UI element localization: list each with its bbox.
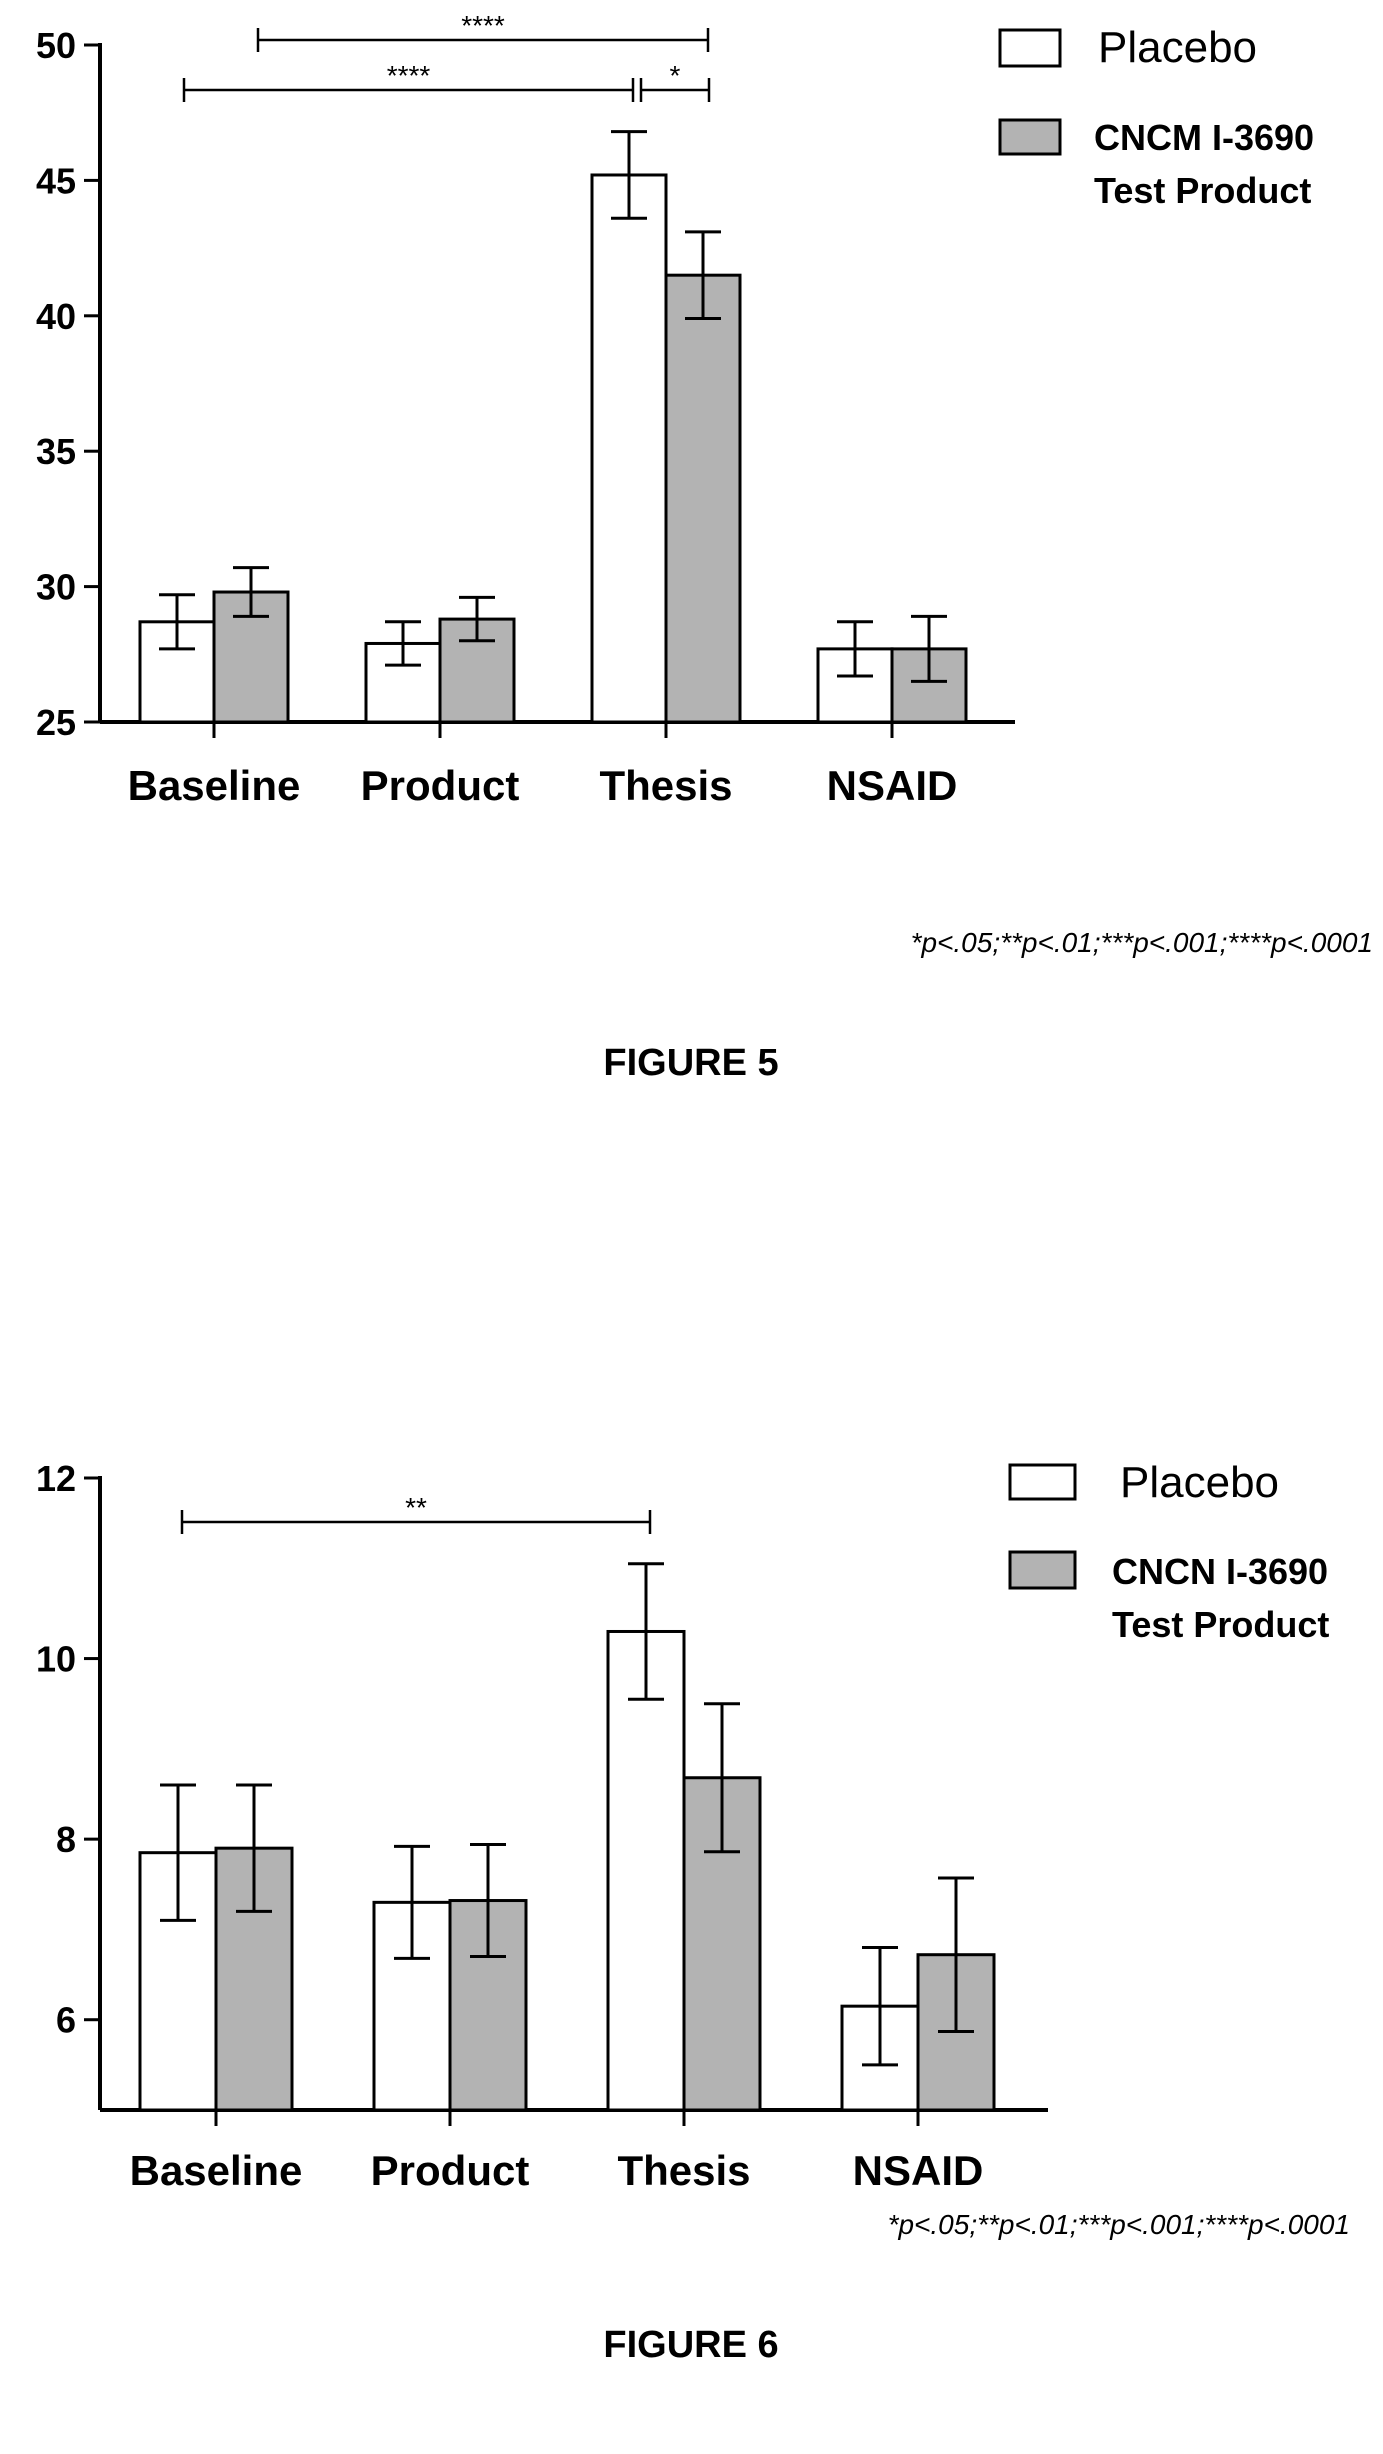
legend-label-test-product-line2: Test Product <box>1094 170 1311 211</box>
bar-test-product-thesis <box>664 273 742 724</box>
figure-5-axes: 25 30 35 40 45 50 Baseline Product Thesis NSAID <box>36 25 1015 809</box>
legend-swatch-test-product <box>998 118 1062 156</box>
legend-swatch-test-product <box>1008 1550 1077 1590</box>
y-tick-label: 8 <box>56 1819 76 1860</box>
legend-label-placebo: Placebo <box>1098 23 1257 72</box>
legend-label-test-product-line1: CNCN I-3690 <box>1112 1551 1328 1592</box>
y-tick-label: 50 <box>36 25 76 66</box>
x-tick-label: Product <box>371 2147 530 2194</box>
legend-label-test-product-line2: Test Product <box>1112 1604 1329 1645</box>
y-tick-label: 10 <box>36 1639 76 1680</box>
figure-5: 25 30 35 40 45 50 Baseline Product Thesis NSAID *… <box>36 10 1373 1084</box>
legend-swatch-placebo <box>1008 1463 1077 1501</box>
significance-label: * <box>670 60 681 91</box>
y-tick-label: 6 <box>56 2000 76 2041</box>
figure-5-footnote: *p<.05;**p<.01;***p<.001;****p<.0001 <box>911 927 1373 958</box>
x-tick-label: Thesis <box>617 2147 750 2194</box>
figure-6-bars <box>138 1562 996 2112</box>
y-tick-label: 45 <box>36 160 76 201</box>
legend-swatch-placebo <box>998 28 1062 68</box>
y-tick-label: 40 <box>36 296 76 337</box>
significance-label: **** <box>387 60 431 91</box>
figure-5-significance: ******** * <box>182 10 711 102</box>
y-tick-label: 25 <box>36 702 76 743</box>
x-tick-label: NSAID <box>827 762 958 809</box>
x-tick-label: Baseline <box>130 2147 303 2194</box>
legend-label-test-product-line1: CNCM I-3690 <box>1094 117 1314 158</box>
bar-placebo-thesis <box>590 173 668 724</box>
figure-6: 6 8 10 12 Baseline Product Thesis NSAID ** Plac… <box>36 1458 1350 2366</box>
figure-5-label: FIGURE 5 <box>603 1042 778 1084</box>
figure-5-bars <box>138 130 968 724</box>
figure-6-legend: Placebo CNCN I-3690 Test Product <box>1008 1458 1329 1645</box>
x-tick-label: NSAID <box>853 2147 984 2194</box>
legend-label-placebo: Placebo <box>1120 1458 1279 1507</box>
significance-label: ** <box>405 1492 427 1523</box>
figure-5-legend: Placebo CNCM I-3690 Test Product <box>998 23 1314 211</box>
x-tick-label: Product <box>361 762 520 809</box>
figure-6-label: FIGURE 6 <box>603 2324 778 2366</box>
x-tick-label: Baseline <box>128 762 301 809</box>
figure-6-significance: ** <box>180 1492 652 1534</box>
y-tick-label: 30 <box>36 567 76 608</box>
significance-label: **** <box>461 10 505 41</box>
figure-6-footnote: *p<.05;**p<.01;***p<.001;****p<.0001 <box>888 2209 1350 2240</box>
y-tick-label: 35 <box>36 431 76 472</box>
bar-placebo-thesis <box>606 1629 686 2112</box>
y-tick-label: 12 <box>36 1458 76 1499</box>
x-tick-label: Thesis <box>599 762 732 809</box>
